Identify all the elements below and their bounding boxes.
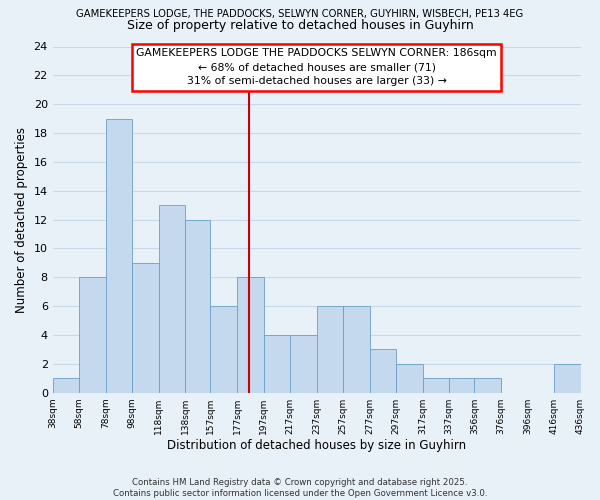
Bar	[237, 278, 263, 392]
Bar	[263, 335, 290, 392]
Text: GAMEKEEPERS LODGE, THE PADDOCKS, SELWYN CORNER, GUYHIRN, WISBECH, PE13 4EG: GAMEKEEPERS LODGE, THE PADDOCKS, SELWYN …	[76, 9, 524, 19]
Bar	[53, 378, 79, 392]
Bar	[159, 205, 185, 392]
Bar	[290, 335, 317, 392]
Text: Contains HM Land Registry data © Crown copyright and database right 2025.
Contai: Contains HM Land Registry data © Crown c…	[113, 478, 487, 498]
Bar	[396, 364, 422, 392]
X-axis label: Distribution of detached houses by size in Guyhirn: Distribution of detached houses by size …	[167, 440, 466, 452]
Bar	[422, 378, 449, 392]
Bar	[79, 278, 106, 392]
Bar	[106, 118, 132, 392]
Bar	[449, 378, 475, 392]
Text: Size of property relative to detached houses in Guyhirn: Size of property relative to detached ho…	[127, 19, 473, 32]
Bar	[211, 306, 237, 392]
Bar	[185, 220, 211, 392]
Bar	[343, 306, 370, 392]
Bar	[317, 306, 343, 392]
Bar	[475, 378, 501, 392]
Bar	[132, 263, 159, 392]
Y-axis label: Number of detached properties: Number of detached properties	[15, 126, 28, 312]
Bar	[370, 350, 396, 393]
Bar	[554, 364, 581, 392]
Text: GAMEKEEPERS LODGE THE PADDOCKS SELWYN CORNER: 186sqm
← 68% of detached houses ar: GAMEKEEPERS LODGE THE PADDOCKS SELWYN CO…	[136, 48, 497, 86]
